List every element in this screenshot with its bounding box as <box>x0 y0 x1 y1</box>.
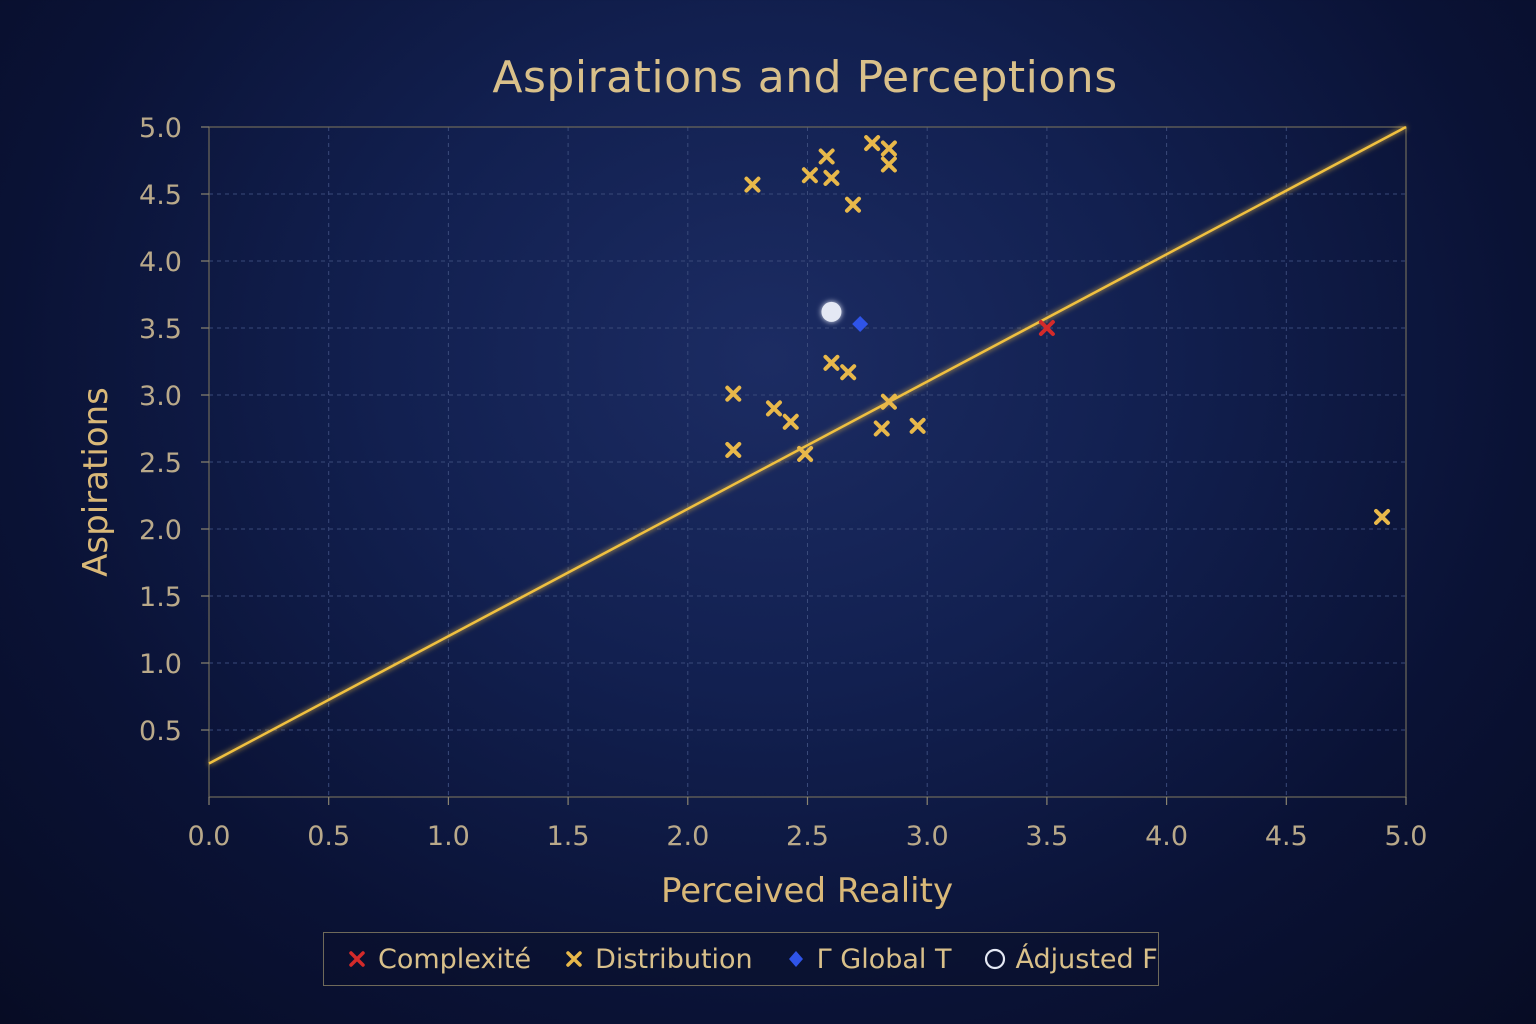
y-tick-label: 0.5 <box>139 716 182 747</box>
legend-item-global: Γ Global T <box>785 944 952 975</box>
x-axis-ticks: 0.0 0.5 1.0 1.5 2.0 2.5 3.0 3.5 4.0 4.5 5.0 <box>188 797 1428 852</box>
trend-line <box>208 125 1407 765</box>
trend-line-path <box>208 125 1407 765</box>
blue-diamond-icon <box>788 951 803 967</box>
x-tick-label: 2.0 <box>666 821 709 852</box>
point-complexit- <box>1038 320 1055 336</box>
grid-lines <box>209 127 1406 797</box>
point-distribution <box>844 196 861 213</box>
point-distribution <box>801 167 818 184</box>
y-tick-label: 1.0 <box>139 649 182 680</box>
legend-label-complexite: Complexité <box>378 943 532 975</box>
point-distribution <box>725 441 742 458</box>
x-tick-label: 0.0 <box>188 821 231 852</box>
y-tick-label: 2.5 <box>139 448 182 479</box>
point-distribution <box>765 400 782 417</box>
y-tick-label: 4.5 <box>139 180 182 211</box>
x-tick-label: 3.0 <box>906 821 949 852</box>
point-distribution <box>818 148 835 165</box>
legend-label-global: Γ Global T <box>816 943 952 975</box>
point-global-t <box>852 315 869 332</box>
point-distribution <box>823 169 840 186</box>
y-tick-label: 4.0 <box>139 247 182 278</box>
point-distribution <box>880 140 897 157</box>
point-distribution <box>823 354 840 371</box>
x-axis-label: Perceived Reality <box>661 871 953 911</box>
y-tick-label: 3.5 <box>139 314 182 345</box>
legend-label-distribution: Distribution <box>595 943 753 975</box>
point-distribution <box>880 393 897 410</box>
circle-outline-icon <box>984 948 1005 970</box>
legend-item-adjusted: Ádjusted F <box>984 944 1158 975</box>
point-distribution <box>1374 508 1391 525</box>
data-points <box>725 135 1391 525</box>
y-axis-ticks: 0.5 1.0 1.5 2.0 2.5 3.0 3.5 4.0 4.5 5.0 <box>139 113 209 747</box>
point-distribution <box>873 420 890 437</box>
legend-item-complexite: Complexité <box>346 944 531 975</box>
x-tick-label: 1.0 <box>427 821 470 852</box>
x-tick-label: 0.5 <box>307 821 350 852</box>
point-distribution <box>744 176 761 193</box>
x-tick-label: 3.5 <box>1025 821 1068 852</box>
legend: Complexité Distribution Γ Global T Ádjus… <box>323 932 1159 986</box>
point-distribution <box>880 156 897 173</box>
x-tick-label: 5.0 <box>1385 821 1428 852</box>
legend-item-distribution: Distribution <box>563 944 753 975</box>
y-axis-label: Aspirations <box>76 387 116 577</box>
point-distribution <box>782 413 799 430</box>
x-tick-label: 4.0 <box>1145 821 1188 852</box>
point-distribution <box>840 364 857 381</box>
point-adjusted-f <box>821 301 842 322</box>
point-distribution <box>864 135 881 152</box>
y-tick-label: 5.0 <box>139 113 182 144</box>
gold-x-icon <box>566 951 582 967</box>
chart-title: Aspirations and Perceptions <box>492 52 1118 103</box>
point-distribution <box>797 445 814 462</box>
x-tick-label: 2.5 <box>786 821 829 852</box>
point-distribution <box>909 417 926 434</box>
legend-label-adjusted: Ádjusted F <box>1015 943 1158 975</box>
y-tick-label: 2.0 <box>139 515 182 546</box>
x-tick-label: 4.5 <box>1265 821 1308 852</box>
x-tick-label: 1.5 <box>547 821 590 852</box>
point-distribution <box>725 385 742 402</box>
y-tick-label: 3.0 <box>139 381 182 412</box>
red-x-icon <box>349 951 365 967</box>
y-tick-label: 1.5 <box>139 582 182 613</box>
